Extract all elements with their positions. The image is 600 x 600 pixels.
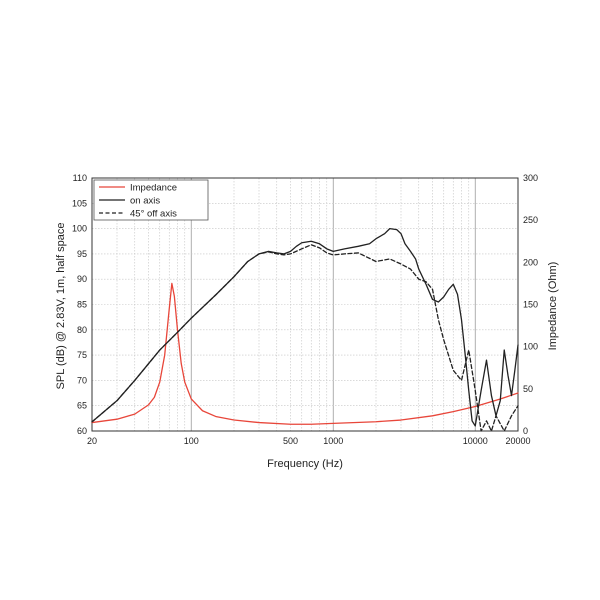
x-tick-labels: 20 100 500 1000 10000 20000 — [87, 436, 531, 446]
y-left-tick-labels: 60 65 70 75 80 85 90 95 100 105 110 — [72, 173, 87, 436]
y-right-tick-label: 0 — [523, 426, 528, 436]
y-left-tick-label: 105 — [72, 198, 87, 208]
legend-label-on-axis: on axis — [130, 196, 160, 207]
y-left-tick-label: 60 — [77, 426, 87, 436]
y-right-tick-label: 300 — [523, 173, 538, 183]
y-right-tick-label: 50 — [523, 384, 533, 394]
series-line-impedance — [91, 282, 519, 425]
y-left-tick-label: 80 — [77, 325, 87, 335]
y-right-tick-label: 100 — [523, 342, 538, 352]
y-right-tick-labels: 0 50 100 150 200 250 300 — [523, 173, 538, 436]
y-left-tick-label: 65 — [77, 401, 87, 411]
series-lines — [91, 227, 519, 432]
y-left-tick-label: 85 — [77, 300, 87, 310]
x-tick-label: 10000 — [463, 436, 488, 446]
series-line-on-axis — [91, 227, 519, 427]
x-tick-label: 20 — [87, 436, 97, 446]
legend-label-impedance: Impedance — [130, 183, 177, 194]
y-right-tick-label: 250 — [523, 215, 538, 225]
x-tick-label: 500 — [283, 436, 298, 446]
y-left-tick-label: 70 — [77, 375, 87, 385]
x-tick-label: 100 — [184, 436, 199, 446]
y-left-tick-label: 110 — [73, 173, 87, 183]
y-left-axis-title: SPL (dB) @ 2.83V, 1m, half space — [55, 223, 67, 390]
y-left-tick-label: 100 — [72, 224, 87, 234]
y-right-tick-label: 150 — [523, 300, 538, 310]
y-left-tick-label: 95 — [77, 249, 87, 259]
y-right-tick-label: 200 — [523, 257, 538, 267]
y-left-tick-label: 90 — [77, 274, 87, 284]
x-axis-title: Frequency (Hz) — [267, 458, 343, 470]
legend-label-off-axis: 45° off axis — [130, 209, 177, 220]
legend: Impedance on axis 45° off axis — [93, 179, 209, 221]
y-right-axis-title: Impedance (Ohm) — [547, 262, 559, 351]
plot-frame — [91, 177, 519, 432]
x-tick-label: 20000 — [505, 436, 530, 446]
x-tick-label: 1000 — [323, 436, 343, 446]
series-line-45-off-axis — [91, 244, 519, 432]
y-left-tick-label: 75 — [77, 350, 87, 360]
